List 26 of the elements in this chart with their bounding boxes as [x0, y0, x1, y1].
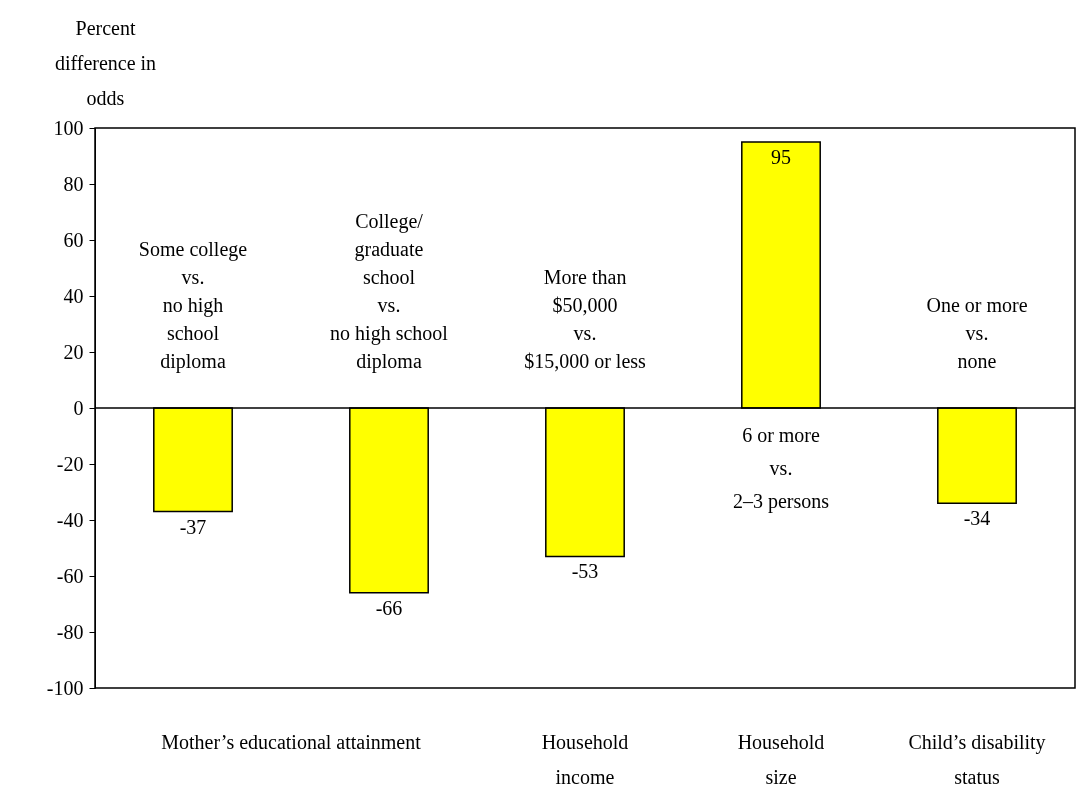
- y-tick-label: 100: [53, 116, 84, 139]
- x-tick-label: One or more vs. none: [926, 294, 1028, 372]
- y-tick-label: 0: [73, 396, 84, 419]
- y-axis-title: Percent difference in odds: [54, 16, 157, 109]
- x-tick-label: 6 or more vs. 2–3 persons: [732, 424, 830, 513]
- y-tick-label: -100: [46, 676, 84, 699]
- y-tick-label: -20: [56, 452, 84, 475]
- y-tick-label: -40: [56, 508, 84, 531]
- y-tick-label: 80: [63, 172, 84, 195]
- data-label: -37: [179, 515, 207, 538]
- text: Household income: [541, 731, 629, 788]
- y-tick-label: 20: [63, 340, 84, 363]
- x-tick-label: More than $50,000 vs. $15,000 or less: [524, 266, 647, 372]
- y-tick-label: 60: [63, 228, 84, 251]
- data-label: -53: [571, 560, 599, 583]
- y-tick-label: 40: [63, 284, 84, 307]
- data-label: 95: [771, 146, 791, 168]
- text: Child’s disability status: [908, 731, 1046, 788]
- data-label: -34: [963, 507, 991, 530]
- y-tick-label: -80: [56, 620, 84, 643]
- x-tick-label: Some college vs. no high school diploma: [138, 238, 248, 373]
- text: Mother’s educational attainment: [161, 731, 422, 753]
- x-tick-label: College/ graduate school vs. no high school diploma: [330, 210, 449, 373]
- y-tick-label: -60: [56, 564, 84, 587]
- data-label: -66: [375, 596, 403, 619]
- text: Household size: [737, 731, 825, 788]
